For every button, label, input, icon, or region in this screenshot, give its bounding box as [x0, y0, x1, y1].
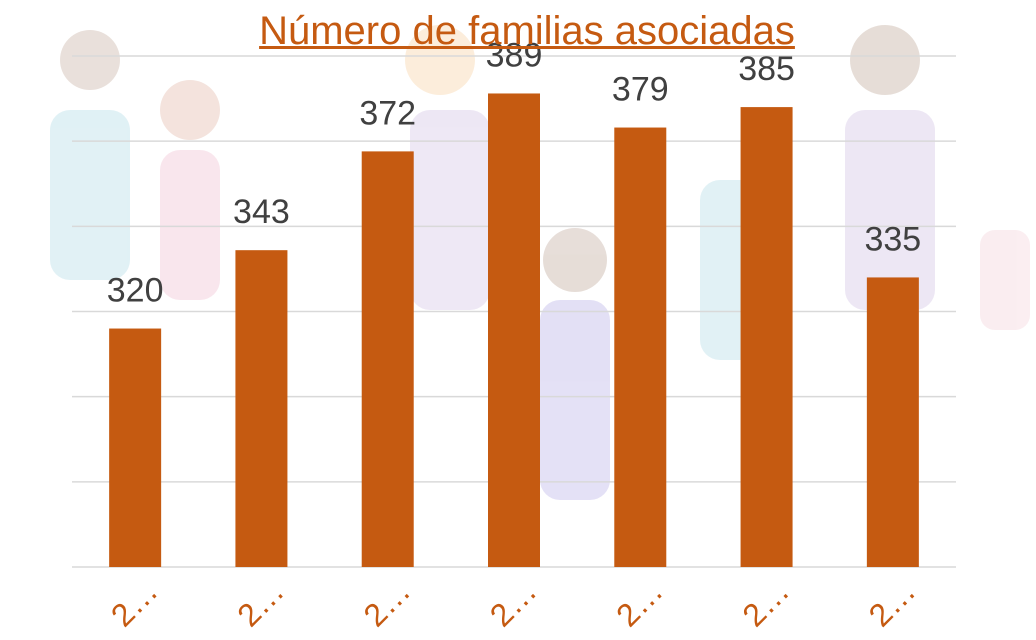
- x-tick-label: 2…: [483, 573, 544, 634]
- chart-title: Número de familias asociadas: [247, 6, 807, 56]
- data-label: 320: [107, 272, 164, 310]
- chart-area: 3202…3432…3722…3892…3792…3852…3352… Núme…: [0, 0, 1036, 640]
- x-tick-label: 2…: [230, 573, 291, 634]
- bar: [614, 128, 666, 567]
- bar: [867, 277, 919, 567]
- data-label: 379: [612, 71, 669, 109]
- data-label: 372: [359, 94, 416, 132]
- data-label: 343: [233, 193, 290, 231]
- bar: [109, 329, 161, 567]
- chart: 3202…3432…3722…3892…3792…3852…3352…: [0, 0, 1036, 640]
- x-tick-label: 2…: [735, 573, 796, 634]
- x-tick-label: 2…: [609, 573, 670, 634]
- bar: [741, 107, 793, 567]
- x-tick-label: 2…: [104, 573, 165, 634]
- data-label: 335: [864, 220, 921, 258]
- bar: [362, 151, 414, 567]
- x-tick-label: 2…: [862, 573, 923, 634]
- bar: [488, 93, 540, 567]
- bar: [235, 250, 287, 567]
- x-tick-label: 2…: [357, 573, 418, 634]
